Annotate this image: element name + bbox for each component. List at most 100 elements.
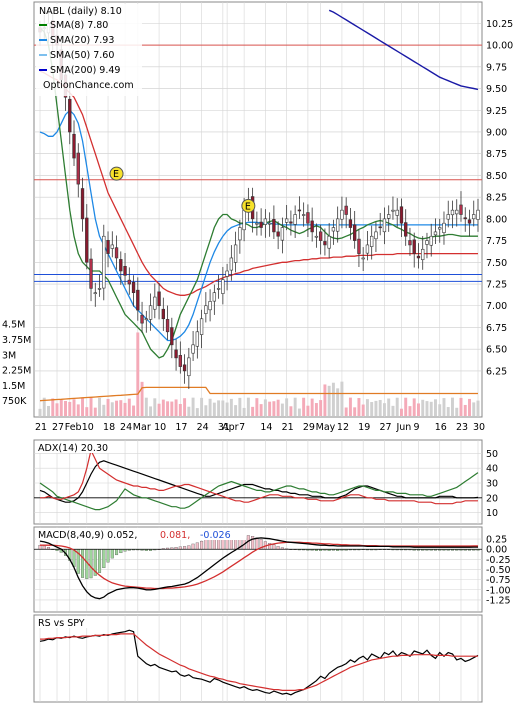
- volume-bar: [144, 397, 148, 416]
- volume-ytick-label: 4.5M: [2, 320, 25, 331]
- candle-body: [178, 355, 182, 367]
- volume-bar: [72, 399, 76, 416]
- volume-bar: [191, 397, 195, 416]
- candle-body: [140, 314, 144, 324]
- candle-body: [229, 257, 234, 271]
- candle-body: [365, 244, 370, 254]
- date-tick-label: 31: [218, 422, 230, 433]
- macd-title: MACD(8,40,9) 0.052,: [38, 530, 137, 541]
- volume-bar: [42, 397, 46, 416]
- volume-bar: [110, 402, 114, 416]
- candle-body: [242, 209, 246, 231]
- volume-bar: [319, 400, 323, 416]
- candle-body: [199, 318, 204, 335]
- volume-bar: [361, 404, 365, 416]
- volume-bar: [136, 332, 140, 416]
- macd-histogram-bar: [72, 549, 76, 567]
- candle-body: [195, 331, 200, 347]
- date-tick-label: 7: [239, 422, 245, 433]
- macd-ytick-label: 0.00: [486, 545, 507, 556]
- rs-series-line: [40, 633, 478, 691]
- volume-bar: [115, 400, 119, 416]
- candle-body: [284, 218, 289, 223]
- macd-histogram-bar: [183, 546, 187, 550]
- volume-bar: [234, 405, 238, 416]
- macd-histogram-bar: [115, 549, 119, 556]
- volume-bar: [153, 398, 157, 416]
- legend-sma20: SMA(20) 7.93: [50, 35, 114, 46]
- volume-bar: [336, 388, 340, 416]
- volume-bar: [157, 403, 161, 416]
- date-tick-label: 27: [52, 422, 64, 433]
- volume-bar: [438, 404, 442, 416]
- date-tick-label: 12: [337, 422, 349, 433]
- volume-average-line: [39, 386, 478, 402]
- volume-bar: [217, 400, 221, 416]
- candle-body: [204, 305, 208, 314]
- volume-bar: [476, 400, 480, 416]
- adx-series-line: [39, 472, 479, 511]
- axis-labels: 10.25 10.00 9.75 9.50 9.25 9.00 8.75 8.50 8.25 8.…: [2, 19, 513, 607]
- candle-body: [318, 231, 323, 241]
- volume-bar: [149, 406, 153, 416]
- volume-bar: [68, 401, 72, 416]
- candle-body: [267, 222, 272, 225]
- macd-ytick-label: -1.25: [486, 595, 511, 606]
- volume-bar: [442, 398, 446, 416]
- candle-body: [425, 240, 429, 245]
- candle-body: [310, 220, 314, 233]
- macd-histogram-bar: [89, 549, 93, 579]
- price-ytick-label: 8.75: [486, 149, 507, 160]
- candle-body: [76, 152, 80, 185]
- adx-ytick-label: 30: [486, 479, 498, 490]
- volume-bar: [170, 401, 174, 416]
- volume-bar: [472, 402, 476, 416]
- volume-ytick-label: 3M: [2, 350, 16, 361]
- macd-histogram-bar: [102, 549, 106, 569]
- earnings-marker-label: E: [245, 201, 251, 212]
- price-ytick-label: 6.50: [486, 345, 507, 356]
- volume-bar: [259, 404, 263, 416]
- earnings-markers: EE: [109, 166, 256, 213]
- volume-bar: [302, 397, 306, 416]
- volume-bar: [451, 397, 454, 416]
- candle-body: [433, 231, 438, 236]
- volume-ytick-label: 2.25M: [2, 366, 31, 377]
- volume-bar: [348, 397, 352, 416]
- candle-body: [276, 231, 280, 237]
- candle-body: [212, 292, 217, 302]
- price-ytick-label: 10.00: [486, 41, 513, 52]
- adx-ytick-label: 20: [486, 493, 498, 504]
- volume-bar: [387, 398, 391, 416]
- macd-signal-value: 0.081,: [160, 530, 190, 541]
- candle-body: [106, 240, 110, 254]
- adx-title-bg: [36, 441, 120, 453]
- candle-body: [301, 214, 306, 216]
- candle-body: [306, 212, 310, 224]
- volume-bar: [85, 407, 89, 416]
- macd-ytick-label: -1.00: [486, 585, 511, 596]
- candle-body: [208, 301, 212, 311]
- volume-bar: [404, 397, 408, 416]
- candle-body: [442, 222, 446, 233]
- volume-bar: [174, 399, 178, 416]
- volume-bar: [140, 381, 144, 416]
- watermark: OptionChance.com: [43, 80, 134, 91]
- date-tick-label: 9: [413, 422, 419, 433]
- volume-bar: [331, 382, 335, 416]
- candle-body: [119, 259, 123, 272]
- price-ytick-label: 7.25: [486, 280, 507, 291]
- volume-bar: [468, 398, 471, 416]
- candle-body: [221, 279, 225, 294]
- adx-series-line: [40, 448, 478, 505]
- candle-body: [157, 291, 161, 307]
- earnings-marker-label: E: [113, 169, 119, 180]
- candle-body: [412, 239, 416, 254]
- price-legend: NABL (daily) 8.10 SMA(8) 7.80 SMA(20) 7.…: [36, 4, 142, 96]
- candle-body: [110, 244, 114, 249]
- price-ytick-label: 7.50: [486, 258, 507, 269]
- volume-bar: [225, 402, 229, 416]
- volume-bar: [98, 397, 102, 416]
- candle-body: [408, 240, 412, 246]
